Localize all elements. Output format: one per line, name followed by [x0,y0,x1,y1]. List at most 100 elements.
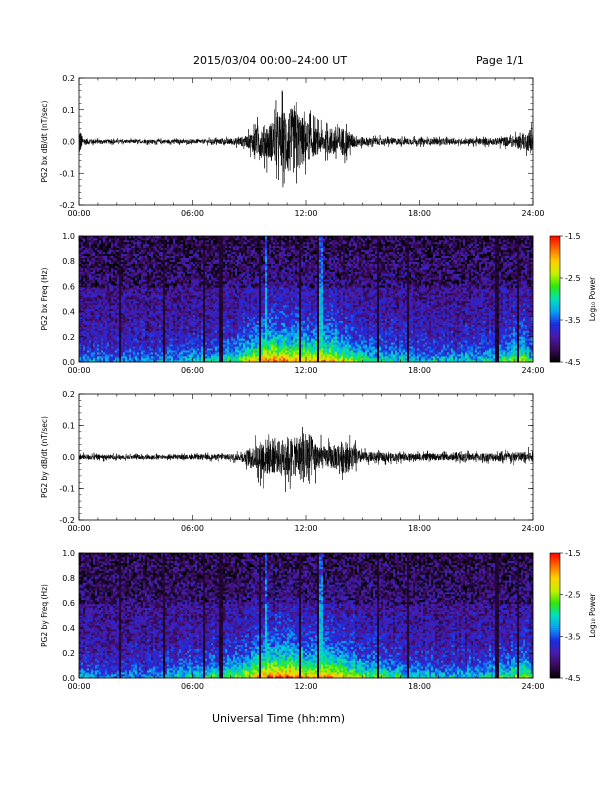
spectrogram-cell [151,318,154,321]
spectrogram-cell [227,263,230,266]
spectrogram-cell [185,308,188,312]
spectrogram-cell [107,247,110,251]
spectrogram-cell [193,253,196,256]
spectrogram-cell [229,245,232,249]
spectrogram-cell [165,350,168,353]
spectrogram-cell [161,289,164,292]
spectrogram-cell [117,312,120,316]
spectrogram-cell [147,299,150,302]
spectrogram-cell [153,281,156,284]
spectrogram-cell [209,257,212,260]
spectrogram-cell [129,283,132,286]
spectrogram-cell [91,285,94,288]
spectrogram-cell [181,322,184,325]
spectrogram-cell [83,354,86,357]
spectrogram-cell [127,336,130,339]
spectrogram-cell [211,279,214,282]
spectrogram-cell [177,273,180,276]
spectrogram-cell [203,320,206,323]
spectrogram-cell [183,257,186,260]
spectrogram-cell [121,322,124,325]
spectrogram-cell [203,267,206,270]
spectrogram-cell [229,320,232,323]
spectrogram-cell [163,251,166,255]
spectrogram-cell [143,237,146,241]
spectrogram-cell [135,249,138,253]
spectrogram-cell [111,257,114,260]
spectrogram-cell [139,326,142,329]
spectrogram-cell [95,237,98,241]
spectrogram-cell [133,308,136,312]
spectrogram-cell [111,255,114,258]
spectrogram-cell [113,314,116,318]
spectrogram-cell [131,354,134,357]
spectrogram-cell [167,287,170,290]
spectrogram-cell [95,308,98,312]
spectrogram-cell [113,332,116,335]
spectrogram-cell [201,255,204,258]
spectrogram-cell [123,257,126,260]
spectrogram-cell [187,251,190,255]
spectrogram-cell [197,340,200,343]
spectrogram-cell [219,267,222,270]
spectrogram-cell [197,328,200,331]
spectrogram-cell [103,279,106,282]
spectrogram-cell [163,360,166,363]
spectrogram-cell [187,310,190,314]
spectrogram-cell [199,277,202,280]
spectrogram-cell [131,300,134,304]
spectrogram-cell [139,265,142,268]
spectrogram-cell [223,261,226,264]
spectrogram-cell [109,285,112,288]
spectrogram-cell [161,358,164,361]
spectrogram-cell [149,350,152,353]
spectrogram-cell [93,344,96,347]
spectrogram-cell [113,249,116,253]
spectrogram-cell [87,257,90,260]
spectrogram-cell [109,318,112,321]
spectrogram-cell [127,279,130,282]
spectrogram-cell [95,302,98,306]
spectrogram-cell [197,281,200,284]
spectrogram-cell [183,261,186,264]
spectrogram-cell [95,263,98,266]
spectrogram-cell [135,287,138,290]
spectrogram-cell [183,241,186,245]
spectrogram-cell [99,352,102,355]
spectrogram-cell [101,295,104,298]
spectrogram-cell [153,247,156,251]
spectrogram-cell [205,269,208,272]
spectrogram-cell [155,328,158,331]
spectrogram-cell [151,354,154,357]
spectrogram-cell [177,310,180,314]
spectrogram-cell [217,318,220,321]
spectrogram-cell [165,336,168,339]
spectrogram-cell [99,326,102,329]
spectrogram-cell [169,310,172,314]
spectrogram-cell [217,255,220,258]
spectrogram-cell [87,356,90,359]
spectrogram-cell [189,300,192,304]
spectrogram-cell [189,320,192,323]
spectrogram-cell [219,247,222,251]
spectrogram-cell [195,245,198,249]
spectrogram-cell [103,267,106,270]
spectrogram-cell [167,308,170,312]
spectrogram-cell [209,293,212,296]
spectrogram-cell [85,243,88,247]
spectrogram-cell [87,322,90,325]
spectrogram-cell [123,277,126,280]
spectrogram-cell [171,289,174,292]
spectrogram-cell [219,322,222,325]
spectrogram-cell [175,304,178,308]
spectrogram-cell [199,245,202,249]
spectrogram-cell [193,348,196,351]
spectrogram-cell [189,257,192,260]
spectrogram-cell [139,277,142,280]
spectrogram-cell [213,350,216,353]
spectrogram-cell [107,324,110,327]
spectrogram-cell [171,237,174,241]
spectrogram-cell [141,263,144,266]
spectrogram-cell [169,326,172,329]
spectrogram-cell [199,287,202,290]
